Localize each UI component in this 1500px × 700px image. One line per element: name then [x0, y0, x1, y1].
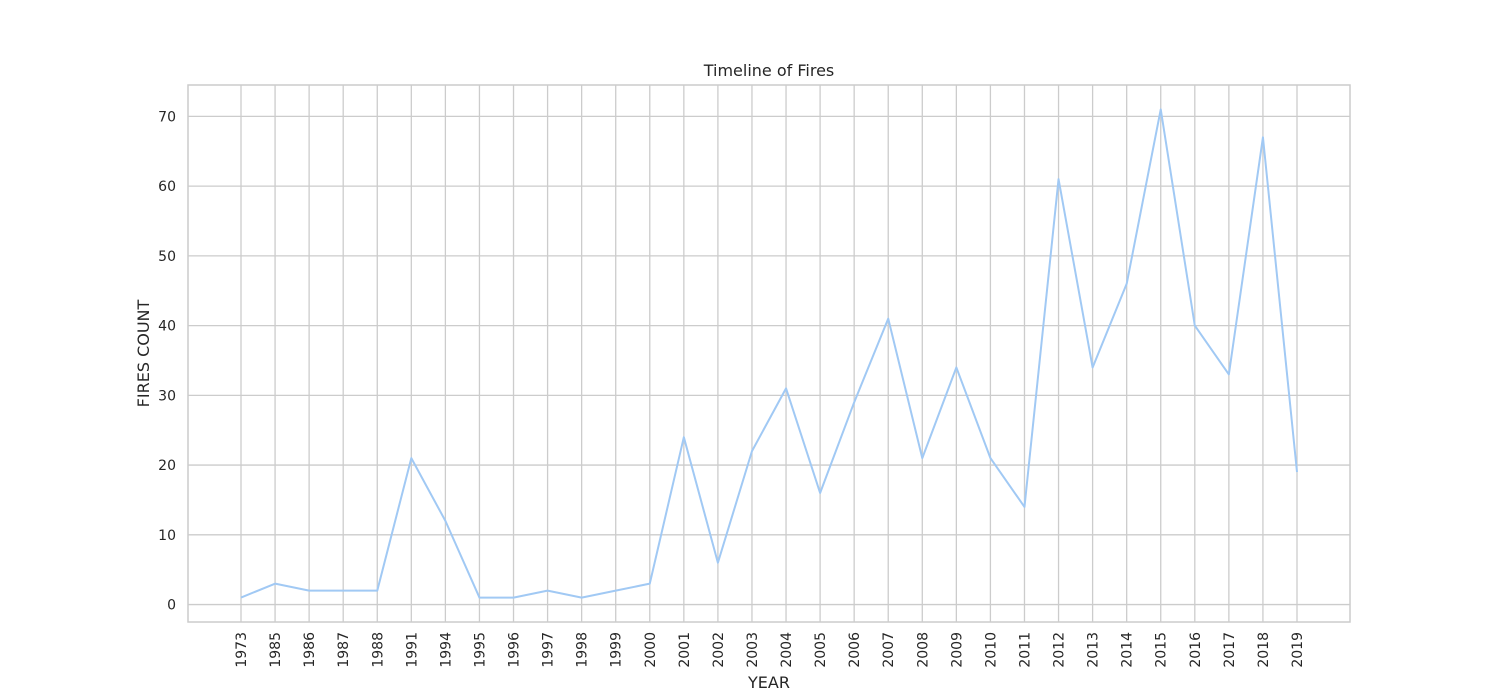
- x-tick-label: 2015: [1154, 632, 1170, 668]
- y-tick-labels: 0 10 20 30 40 50 60 70: [158, 109, 176, 613]
- x-tick-label: 2004: [779, 632, 795, 668]
- y-tick-label: 20: [158, 458, 176, 474]
- x-tick-label: 2008: [915, 632, 931, 668]
- x-tick-label: 2006: [847, 632, 863, 668]
- x-tick-label: 1995: [472, 632, 488, 668]
- y-tick-label: 10: [158, 528, 176, 544]
- y-tick-label: 60: [158, 179, 176, 195]
- x-tick-label: 2014: [1120, 632, 1136, 668]
- x-tick-label: 1991: [404, 632, 420, 668]
- x-tick-label: 2003: [745, 632, 761, 668]
- x-tick-label: 1985: [268, 632, 284, 668]
- x-tick-label: 1999: [609, 632, 625, 668]
- fires-count-line: [240, 108, 1298, 599]
- x-tick-label: 2002: [711, 632, 727, 668]
- plot-frame: [187, 84, 1351, 623]
- x-tick-label: 1998: [575, 632, 591, 668]
- x-tick-label: 2009: [949, 632, 965, 668]
- x-tick-label: 2000: [643, 632, 659, 668]
- x-tick-label: 1973: [234, 632, 250, 668]
- x-tick-label: 1987: [336, 632, 352, 668]
- series-layer: [240, 108, 1298, 599]
- y-tick-label: 50: [158, 249, 176, 265]
- chart-title: Timeline of Fires: [703, 61, 835, 80]
- x-tick-label: 2019: [1290, 632, 1306, 668]
- x-tick-label: 2013: [1086, 632, 1102, 668]
- x-tick-label: 2007: [881, 632, 897, 668]
- y-tick-label: 40: [158, 319, 176, 335]
- y-tick-label: 70: [158, 109, 176, 125]
- y-tick-label: 30: [158, 388, 176, 404]
- x-tick-label: 1988: [370, 632, 386, 668]
- x-tick-label: 2012: [1052, 632, 1068, 668]
- x-tick-label: 1994: [438, 632, 454, 668]
- grid-lines: [188, 85, 1350, 622]
- y-axis-label: FIRES COUNT: [134, 299, 153, 407]
- x-tick-label: 2016: [1188, 632, 1204, 668]
- x-tick-label: 2005: [813, 632, 829, 668]
- x-tick-label: 1996: [507, 632, 523, 668]
- x-axis-label: YEAR: [747, 673, 790, 692]
- x-tick-label: 2018: [1256, 632, 1272, 668]
- y-tick-label: 0: [167, 598, 176, 614]
- x-tick-label: 1986: [302, 632, 318, 668]
- x-tick-label: 1997: [541, 632, 557, 668]
- x-tick-labels: 1973 1985 1986 1987 1988 1991 1994 1995 1996 1997…: [234, 632, 1306, 668]
- x-tick-label: 2001: [677, 632, 693, 668]
- x-tick-label: 2010: [983, 632, 999, 668]
- x-tick-label: 2017: [1222, 632, 1238, 668]
- x-tick-label: 2011: [1017, 632, 1033, 668]
